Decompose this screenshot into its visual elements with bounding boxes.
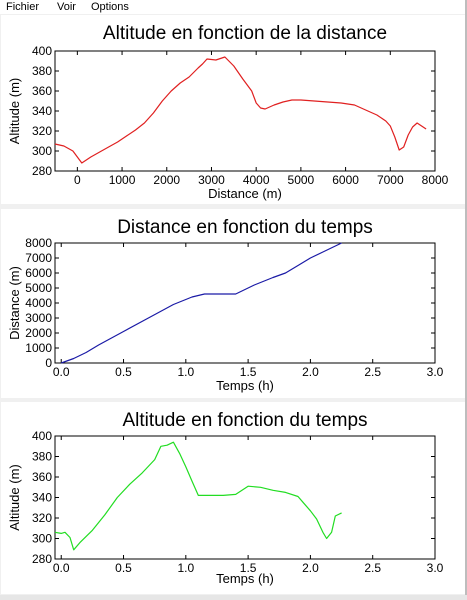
x-tick-label: 1.5: [240, 365, 257, 379]
x-tick-label: 2.5: [364, 365, 381, 379]
window-bottom-border: [0, 595, 467, 600]
chart-altitude-vs-distance: Altitude en fonction de la distance 0 1000…: [7, 23, 449, 201]
x-tick-label: 0.5: [115, 561, 132, 575]
x-tick-label: 7000: [377, 173, 404, 187]
x-tick-label: 1.0: [177, 561, 194, 575]
chart-title: Distance en fonction du temps: [117, 217, 373, 238]
y-tick-label: 400: [32, 429, 52, 443]
x-tick-label: 8000: [422, 173, 449, 187]
chart-panel-altitude-time: Altitude en fonction du temps 0.0 0.5 1.0 1.…: [1, 402, 465, 594]
y-tick-label: 320: [32, 124, 52, 138]
y-tick-label: 8000: [25, 236, 52, 250]
x-tick-label: 0.0: [53, 365, 70, 379]
x-tick-label: 2.0: [302, 561, 319, 575]
y-tick-label: 340: [32, 104, 52, 118]
x-axis-label: Temps (h): [216, 378, 274, 393]
y-tick-label: 400: [32, 44, 52, 58]
y-tick-label: 320: [32, 511, 52, 525]
x-tick-label: 0.5: [115, 365, 132, 379]
y-axis-label: Altitude (m): [7, 464, 22, 530]
y-tick-label: 360: [32, 84, 52, 98]
x-tick-label: 5000: [288, 173, 315, 187]
y-tick-label: 280: [32, 164, 52, 178]
series-line: [54, 441, 342, 551]
menu-item-voir[interactable]: Voir: [57, 1, 76, 13]
y-tick-label: 4000: [25, 296, 52, 310]
chart-title: Altitude en fonction de la distance: [103, 23, 387, 44]
x-tick-label: 1000: [109, 173, 136, 187]
y-tick-label: 300: [32, 532, 52, 546]
x-tick-label: 3000: [198, 173, 225, 187]
y-tick-label: 1000: [25, 341, 52, 355]
y-axis-label: Distance (m): [7, 266, 22, 340]
menu-bar: Fichier Voir Options: [0, 0, 467, 14]
y-tick-label: 2000: [25, 326, 52, 340]
x-tick-label: 2.5: [364, 561, 381, 575]
plot-frame: [54, 50, 436, 172]
y-tick-label: 380: [32, 450, 52, 464]
plot-frame: [54, 435, 436, 560]
chart-panel-altitude-distance: Altitude en fonction de la distance 0 1000…: [1, 15, 465, 204]
x-tick-label: 1.5: [240, 561, 257, 575]
x-tick-label: 1.0: [177, 365, 194, 379]
x-axis-label: Distance (m): [208, 186, 282, 201]
y-tick-label: 3000: [25, 311, 52, 325]
y-tick-label: 300: [32, 144, 52, 158]
y-tick-label: 6000: [25, 266, 52, 280]
x-tick-label: 2000: [153, 173, 180, 187]
chart-altitude-vs-time: Altitude en fonction du temps 0.0 0.5 1.0 1.…: [7, 410, 444, 586]
chart-distance-vs-time: Distance en fonction du temps 0.0 0.5 1.0 1.…: [7, 217, 444, 393]
y-tick-label: 340: [32, 491, 52, 505]
y-axis-label: Altitude (m): [7, 78, 22, 144]
x-tick-label: 6000: [332, 173, 359, 187]
x-tick-label: 3.0: [427, 365, 444, 379]
series-line: [54, 56, 427, 164]
chart-panel-distance-time: Distance en fonction du temps 0.0 0.5 1.0 1.…: [1, 209, 465, 398]
window-right-border: [465, 0, 467, 600]
x-tick-label: 0.0: [53, 561, 70, 575]
x-tick-label: 2.0: [302, 365, 319, 379]
y-tick-label: 0: [45, 356, 52, 370]
x-tick-label: 3.0: [427, 561, 444, 575]
menu-item-options[interactable]: Options: [91, 1, 129, 13]
y-tick-label: 360: [32, 470, 52, 484]
series-line: [60, 242, 342, 364]
x-tick-label: 0: [74, 173, 81, 187]
y-tick-label: 280: [32, 552, 52, 566]
x-axis-label: Temps (h): [216, 571, 274, 586]
plot-frame: [54, 242, 436, 364]
y-tick-label: 5000: [25, 281, 52, 295]
menu-item-fichier[interactable]: Fichier: [6, 1, 40, 13]
y-tick-label: 7000: [25, 251, 52, 265]
chart-title: Altitude en fonction du temps: [122, 410, 367, 431]
x-tick-label: 4000: [243, 173, 270, 187]
y-tick-label: 380: [32, 64, 52, 78]
